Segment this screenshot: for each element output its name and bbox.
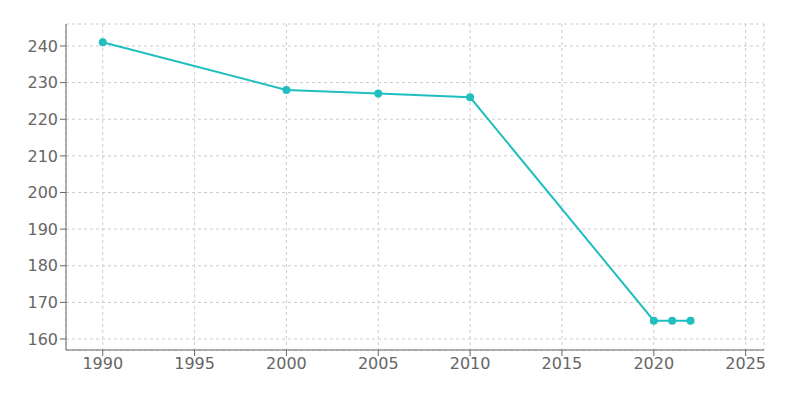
svg-text:2000: 2000 <box>266 354 307 373</box>
svg-text:220: 220 <box>27 110 58 129</box>
svg-text:210: 210 <box>27 147 58 166</box>
svg-text:200: 200 <box>27 183 58 202</box>
svg-text:230: 230 <box>27 73 58 92</box>
svg-text:1990: 1990 <box>82 354 123 373</box>
svg-text:2005: 2005 <box>358 354 399 373</box>
svg-text:2015: 2015 <box>542 354 583 373</box>
svg-text:2010: 2010 <box>450 354 491 373</box>
svg-text:1995: 1995 <box>174 354 215 373</box>
svg-text:160: 160 <box>27 330 58 349</box>
svg-text:2020: 2020 <box>633 354 674 373</box>
svg-text:190: 190 <box>27 220 58 239</box>
svg-text:240: 240 <box>27 37 58 56</box>
svg-text:170: 170 <box>27 293 58 312</box>
svg-text:2025: 2025 <box>725 354 766 373</box>
svg-text:180: 180 <box>27 256 58 275</box>
